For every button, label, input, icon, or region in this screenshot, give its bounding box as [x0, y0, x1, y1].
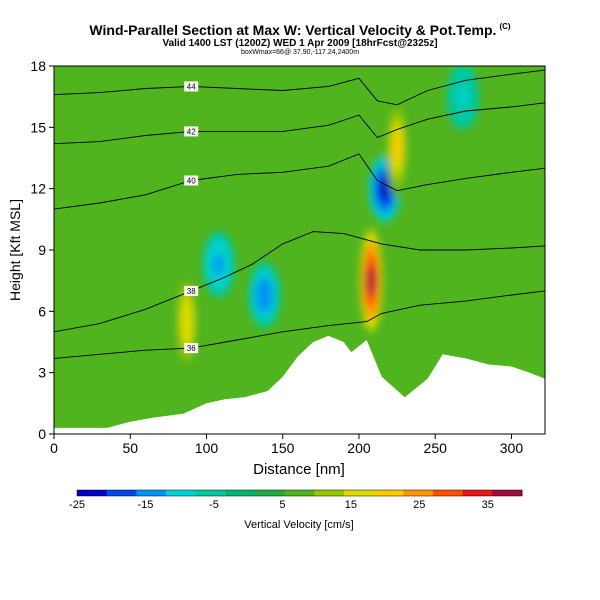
colorbar-segment-7	[284, 490, 315, 496]
y-axis-label: Height [Kft MSL]	[7, 199, 23, 301]
chart-title-text: Wind-Parallel Section at Max W: Vertical…	[89, 22, 497, 38]
colorbar-segment-14	[492, 490, 523, 496]
chart-subtitle: Valid 1400 LST (1200Z) WED 1 Apr 2009 [1…	[162, 38, 438, 49]
colorbar-tick--15: -15	[138, 499, 154, 511]
updraft-core-0	[360, 229, 383, 332]
y-tick-label-3: 3	[38, 365, 46, 381]
colorbar-tick--5: -5	[209, 499, 219, 511]
y-tick-label-9: 9	[38, 242, 46, 258]
x-tick-label-0: 0	[50, 440, 58, 456]
theta-label-38: 38	[187, 287, 196, 296]
y-tick-label-15: 15	[30, 119, 46, 135]
theta-contour-44	[54, 69, 545, 106]
colorbar-segment-8	[314, 490, 345, 496]
theta-label-bg-36	[184, 343, 199, 354]
y-tick-label-6: 6	[38, 303, 46, 319]
theta-label-40: 40	[187, 176, 196, 185]
colorbar-segment-10	[373, 490, 404, 496]
y-tick-label-18: 18	[30, 58, 46, 74]
copyright-mark: (C)	[499, 22, 511, 31]
updraft-core-1	[175, 270, 198, 373]
updraft-core-1-level-3	[182, 306, 191, 337]
y-tick-label-0: 0	[38, 426, 46, 442]
theta-label-bg-38	[184, 285, 199, 296]
colorbar-segment-11	[403, 490, 434, 496]
x-tick-label-150: 150	[271, 440, 295, 456]
theta-label-bg-40	[184, 175, 199, 186]
colorbar-tick-35: 35	[482, 499, 494, 511]
x-tick-label-200: 200	[347, 440, 371, 456]
theta-label-44: 44	[187, 82, 196, 91]
colorbar-tick--25: -25	[69, 499, 85, 511]
x-tick-label-50: 50	[122, 440, 138, 456]
downdraft-core-1	[248, 261, 281, 328]
theta-contours	[54, 69, 545, 359]
downdraft-core-3	[446, 66, 479, 130]
x-tick-label-250: 250	[424, 440, 448, 456]
x-tick-label-100: 100	[195, 440, 219, 456]
updraft-core-0-level-3	[366, 265, 376, 296]
theta-contour-38	[54, 231, 545, 333]
x-axis-label: Distance [nm]	[253, 461, 345, 478]
theta-contour-labels: 36 38 40 42 44	[184, 81, 199, 354]
theta-label-42: 42	[187, 127, 196, 136]
terrain-mask	[54, 335, 545, 434]
theta-label-bg-44	[184, 81, 199, 92]
theta-contour-40	[54, 153, 545, 210]
theta-contour-42	[54, 102, 545, 145]
theta-contour-36	[54, 290, 545, 359]
colorbar-segment-9	[344, 490, 375, 496]
plot-area	[54, 66, 545, 434]
updraft-core-2-level-3	[392, 132, 402, 163]
colorbar-segment-2	[136, 490, 167, 496]
downdraft-core-2-level-3	[379, 178, 391, 200]
colorbar-segment-5	[225, 490, 256, 496]
colorbar-tick-25: 25	[413, 499, 425, 511]
colorbar-tick-15: 15	[345, 499, 357, 511]
colorbar-frame	[76, 489, 523, 497]
theta-label-bg-42	[184, 126, 199, 137]
x-tick-label-300: 300	[500, 440, 524, 456]
x-axis: 0 50 100 150 200 250 300	[50, 434, 523, 456]
chart-title: Wind-Parallel Section at Max W: Vertical…	[0, 22, 600, 38]
colorbar-label: Vertical Velocity [cm/s]	[244, 519, 353, 531]
colorbar-segment-6	[255, 490, 286, 496]
theta-label-36: 36	[187, 344, 196, 353]
y-tick-label-12: 12	[30, 181, 46, 197]
colorbar-segment-3	[166, 490, 197, 496]
colorbar-segment-4	[195, 490, 226, 496]
colorbar-segment-12	[433, 490, 464, 496]
downdraft-core-3-level-3	[457, 86, 469, 108]
chart-info-line: boxWmax=66@ 37.90,-117.24,2400m	[240, 49, 360, 56]
colorbar-segment-13	[462, 490, 493, 496]
colorbar-segment-0	[77, 490, 108, 496]
downdraft-core-0	[202, 231, 235, 298]
y-axis: 0 3 6 9 12 15 18	[30, 58, 54, 442]
downdraft-core-1-level-3	[258, 284, 270, 306]
colorbar-segment-1	[106, 490, 137, 496]
colorbar: -25 -15 -5 5 15 25 35	[69, 489, 523, 511]
colorbar-tick-5: 5	[279, 499, 285, 511]
vertical-velocity-field	[175, 66, 479, 373]
downdraft-core-0-level-3	[213, 253, 225, 275]
updraft-core-2	[386, 96, 409, 199]
